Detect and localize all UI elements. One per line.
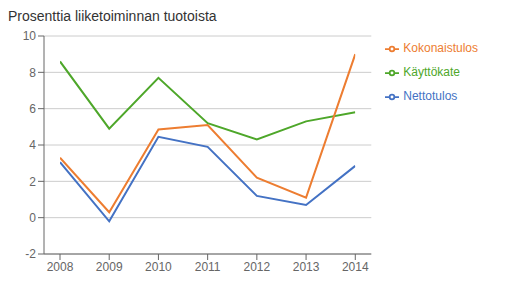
html-text:Kokonaistulos: Kokonaistulos — [403, 41, 478, 55]
svg-text:2010: 2010 — [145, 260, 172, 274]
svg-text:8: 8 — [29, 66, 36, 80]
svg-text:2011: 2011 — [195, 260, 221, 274]
html-text:Nettotulos: Nettotulos — [403, 89, 458, 103]
svg-text:2008: 2008 — [47, 260, 74, 274]
svg-text:6: 6 — [29, 102, 36, 116]
html-text:Prosenttia liiketoiminnan tuot: Prosenttia liiketoiminnan tuotoista — [8, 8, 217, 24]
svg-text:4: 4 — [29, 138, 36, 152]
svg-text:2: 2 — [29, 175, 36, 189]
svg-text:10: 10 — [23, 29, 37, 43]
svg-text:2013: 2013 — [293, 260, 320, 274]
html-text:Käyttökate: Käyttökate — [403, 65, 460, 79]
svg-text:-2: -2 — [25, 247, 36, 261]
svg-text:2014: 2014 — [342, 260, 369, 274]
svg-text:2009: 2009 — [96, 260, 123, 274]
svg-text:0: 0 — [29, 211, 36, 225]
svg-text:2012: 2012 — [244, 260, 271, 274]
